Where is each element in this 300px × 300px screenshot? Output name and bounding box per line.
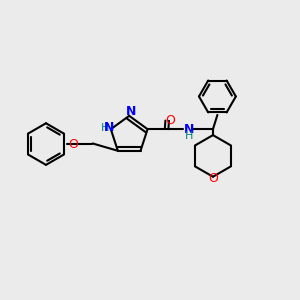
Text: O: O: [165, 114, 175, 127]
Text: N: N: [104, 121, 115, 134]
Text: N: N: [183, 123, 194, 136]
Text: O: O: [68, 138, 78, 151]
Text: H: H: [101, 123, 109, 133]
Text: H: H: [184, 131, 193, 141]
Text: N: N: [125, 105, 136, 118]
Text: O: O: [208, 172, 218, 185]
